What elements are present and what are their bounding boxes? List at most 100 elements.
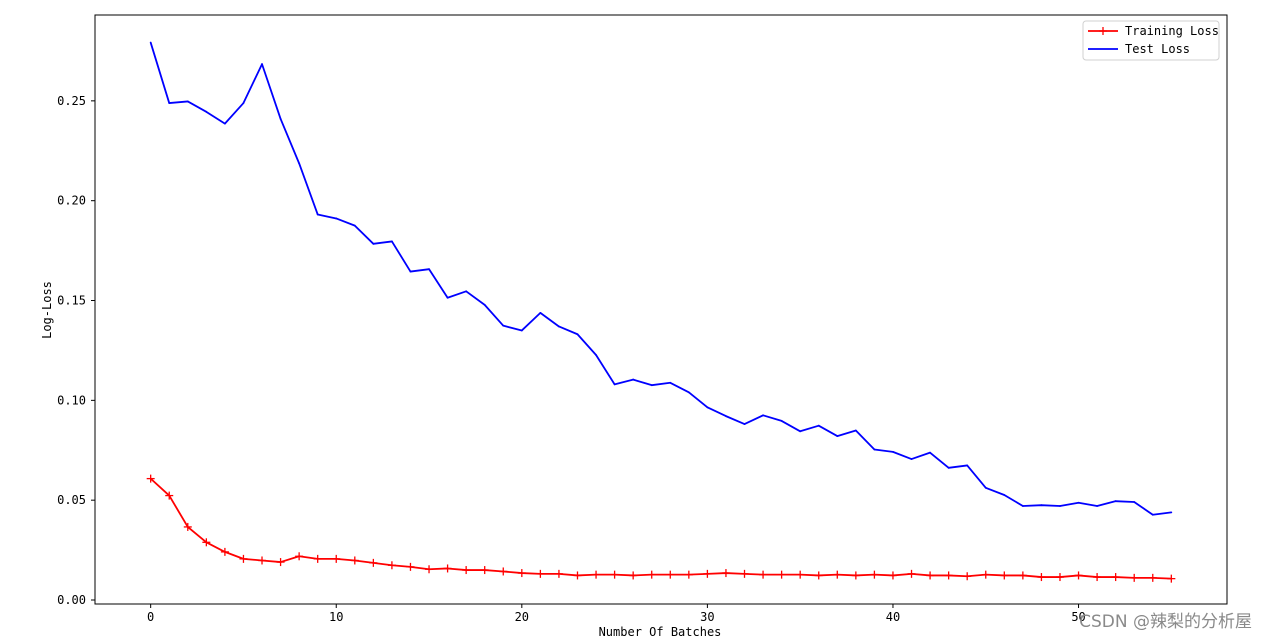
data-point-training-loss (332, 554, 341, 563)
data-point-test-loss (465, 290, 468, 293)
data-point-training-loss (963, 572, 972, 581)
data-point-training-loss (796, 570, 805, 579)
data-point-training-loss (1018, 571, 1027, 580)
data-point-training-loss (1148, 573, 1157, 582)
data-point-training-loss (295, 552, 304, 561)
data-point-test-loss (1114, 500, 1117, 503)
data-point-test-loss (613, 383, 616, 386)
data-point-training-loss (684, 570, 693, 579)
data-point-test-loss (205, 110, 208, 113)
data-point-test-loss (947, 466, 950, 469)
data-point-training-loss (1130, 573, 1139, 582)
data-point-test-loss (632, 378, 635, 381)
y-axis-label: Log-Loss (40, 281, 54, 339)
data-point-test-loss (650, 384, 653, 387)
data-point-test-loss (353, 224, 356, 227)
data-point-test-loss (558, 325, 560, 328)
data-point-test-loss (335, 217, 338, 220)
data-point-training-loss (183, 522, 192, 531)
data-point-test-loss (892, 450, 894, 453)
data-point-test-loss (1151, 513, 1154, 516)
x-tick-label: 50 (1071, 610, 1085, 624)
data-point-test-loss (669, 381, 672, 384)
data-point-training-loss (777, 570, 786, 579)
data-point-training-loss (666, 570, 675, 579)
data-point-test-loss (929, 451, 931, 454)
data-point-training-loss (425, 565, 434, 574)
data-point-training-loss (499, 567, 508, 576)
data-point-test-loss (520, 329, 523, 332)
data-point-test-loss (1170, 511, 1173, 514)
data-point-training-loss (926, 571, 935, 580)
data-point-test-loss (1040, 504, 1043, 507)
data-point-test-loss (780, 420, 783, 422)
data-point-training-loss (258, 556, 267, 565)
data-point-test-loss (854, 429, 857, 432)
data-point-test-loss (984, 486, 987, 489)
y-tick-label: 0.20 (57, 194, 86, 208)
data-point-test-loss (1021, 505, 1024, 507)
data-point-training-loss (220, 547, 229, 556)
data-point-test-loss (910, 458, 913, 460)
x-tick-label: 20 (515, 610, 529, 624)
data-point-training-loss (629, 571, 638, 580)
watermark: CSDN @辣梨的分析屋 (1079, 612, 1252, 632)
data-point-test-loss (168, 102, 171, 104)
data-point-training-loss (146, 474, 155, 483)
data-point-test-loss (1096, 505, 1098, 507)
data-point-test-loss (186, 100, 189, 103)
data-point-training-loss (944, 571, 953, 580)
data-point-test-loss (576, 333, 579, 336)
data-point-training-loss (981, 570, 990, 579)
data-point-training-loss (369, 558, 378, 567)
data-point-test-loss (242, 102, 245, 104)
legend-swatch-training-loss (1088, 27, 1118, 35)
x-tick-label: 30 (700, 610, 714, 624)
data-point-test-loss (725, 415, 727, 418)
x-axis-label: Number Of Batches (599, 625, 722, 639)
data-point-test-loss (873, 448, 876, 451)
series-layer (146, 41, 1176, 583)
data-point-training-loss (870, 570, 879, 579)
plot-frame (94, 14, 1228, 605)
data-point-test-loss (372, 242, 375, 245)
data-point-training-loss (759, 570, 768, 579)
data-point-training-loss (276, 558, 285, 567)
data-point-test-loss (428, 268, 430, 271)
x-tick-label: 0 (147, 610, 154, 624)
data-point-training-loss (536, 569, 545, 578)
data-point-training-loss (851, 571, 860, 580)
data-point-test-loss (316, 213, 319, 216)
data-point-training-loss (888, 571, 897, 580)
data-point-test-loss (483, 304, 486, 306)
data-point-test-loss (706, 406, 709, 409)
data-point-test-loss (1133, 501, 1136, 503)
data-point-training-loss (1037, 573, 1046, 582)
data-point-training-loss (1074, 571, 1083, 580)
data-point-training-loss (592, 570, 601, 579)
data-point-training-loss (554, 569, 563, 578)
data-point-training-loss (814, 571, 823, 580)
data-point-training-loss (907, 569, 916, 578)
data-point-test-loss (1059, 505, 1061, 507)
x-tick-label: 40 (886, 610, 900, 624)
data-point-training-loss (165, 491, 174, 500)
data-point-test-loss (261, 63, 263, 66)
data-point-test-loss (446, 296, 449, 299)
data-point-test-loss (836, 435, 839, 437)
data-point-test-loss (391, 240, 393, 243)
data-point-training-loss (740, 569, 749, 578)
data-point-training-loss (313, 554, 322, 563)
data-point-test-loss (279, 117, 282, 120)
data-point-training-loss (610, 570, 619, 579)
y-tick-label: 0.00 (57, 593, 86, 607)
data-point-test-loss (743, 423, 746, 426)
data-point-training-loss (703, 569, 712, 578)
data-point-training-loss (721, 569, 730, 578)
series-line-training-loss (150, 477, 1172, 580)
legend-label-test-loss: Test Loss (1125, 42, 1190, 56)
legend-label-training-loss: Training Loss (1125, 24, 1219, 38)
y-tick-label: 0.05 (57, 493, 86, 507)
data-point-test-loss (687, 391, 690, 394)
